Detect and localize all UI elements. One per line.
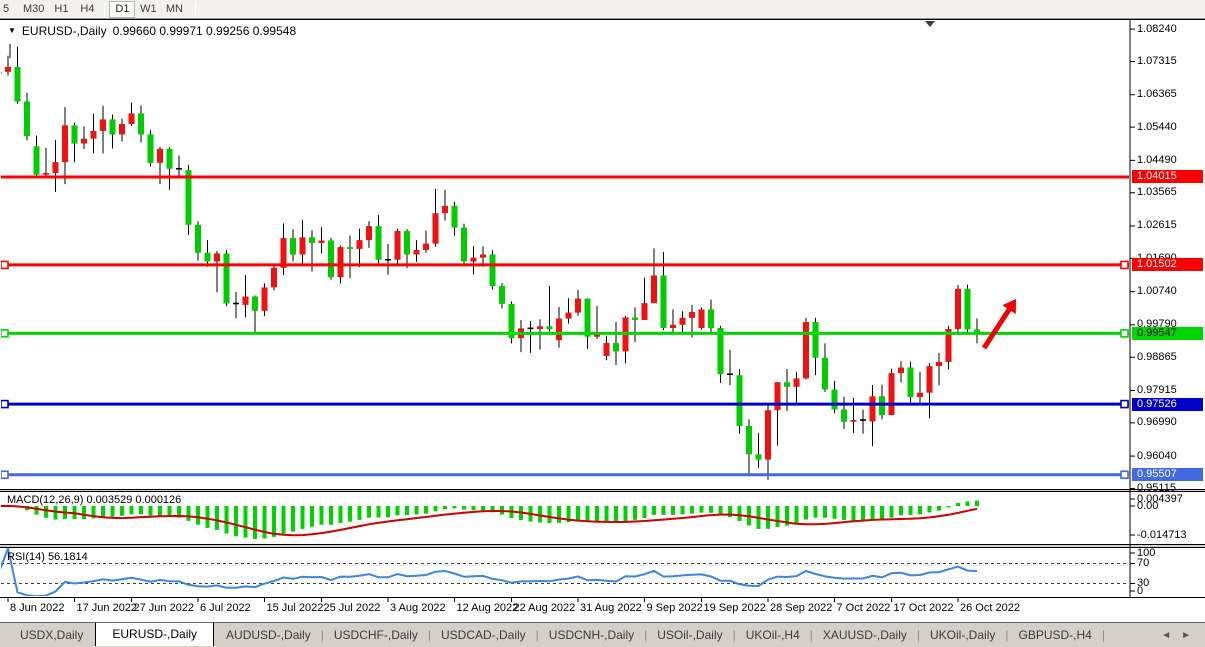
date-axis-tick: 6 Jul 2022 — [200, 602, 251, 614]
price-axis-tick: 1.05440 — [1137, 120, 1177, 133]
price-axis-tick: 0.95115 — [1137, 481, 1176, 494]
rsi-axis-tick: 0 — [1137, 584, 1144, 597]
price-axis-tick: 1.04490 — [1137, 153, 1177, 166]
date-axis-tick: 3 Aug 2022 — [390, 602, 446, 614]
chart-title: ▼ EURUSD-,Daily 0.99660 0.99971 0.99256 … — [8, 24, 296, 38]
symbol-tab-ukoil[interactable]: UKOil-,H4 — [745, 628, 800, 642]
hline-price-label: 0.95507 — [1132, 468, 1203, 482]
symbol-tab-xauusd[interactable]: XAUUSD-,Daily — [822, 628, 907, 642]
time-axis[interactable] — [0, 598, 1205, 622]
macd-axis-tick: -0.014713 — [1137, 528, 1187, 541]
macd-axis-tick: 0.004397 — [1137, 492, 1183, 505]
price-axis-tick: 1.00740 — [1137, 285, 1177, 298]
tab-separator: | — [644, 628, 648, 642]
rsi-axis-tick: 70 — [1137, 557, 1150, 569]
price-axis-tick: 1.02615 — [1137, 219, 1177, 232]
tab-separator: | — [1101, 628, 1105, 642]
tab-separator: | — [320, 628, 324, 642]
hline-price-label: 1.01502 — [1132, 258, 1203, 272]
rsi-indicator-label: RSI(14) 56.1814 — [7, 551, 88, 563]
tab-separator: | — [809, 628, 813, 642]
price-axis-tick: 0.96040 — [1137, 449, 1177, 462]
price-axis-tick: 1.08240 — [1137, 22, 1177, 35]
date-axis-tick: 26 Oct 2022 — [960, 602, 1020, 614]
period-button-w1[interactable]: W1 — [140, 3, 157, 15]
symbol-tab-audusd[interactable]: AUDUSD-,Daily — [226, 628, 311, 642]
hline-price-label: 1.04015 — [1132, 170, 1203, 184]
date-axis-tick: 12 Aug 2022 — [456, 602, 519, 614]
toolbar-separator — [104, 1, 106, 17]
symbol-tab-usdcad[interactable]: USDCAD-,Daily — [440, 628, 526, 642]
symbol-tab-bar: USDX,Daily EURUSD-,Daily AUDUSD-,Daily | USD… — [0, 622, 1205, 647]
hline-price-label: 0.99547 — [1132, 326, 1203, 340]
date-axis-tick: 19 Sep 2022 — [703, 602, 766, 614]
tab-separator: | — [1005, 628, 1009, 642]
price-axis-tick: 1.03565 — [1137, 186, 1177, 199]
symbol-tab-usoil[interactable]: USOil-,Daily — [657, 628, 723, 642]
rsi-axis-tick: 100 — [1137, 546, 1156, 559]
symbol-tab-gbpusd[interactable]: GBPUSD-,H4 — [1018, 628, 1092, 642]
period-toolbar: 5 M30 H1 H4 D1 W1 MN — [0, 0, 1205, 19]
symbol-tab-usdx[interactable]: USDX,Daily — [20, 628, 84, 642]
date-axis-tick: 9 Sep 2022 — [646, 602, 703, 614]
period-button-5[interactable]: 5 — [2, 3, 10, 15]
price-axis-tick: 0.96990 — [1137, 416, 1177, 429]
period-button-m30[interactable]: M30 — [23, 3, 45, 15]
price-chart-panel[interactable] — [0, 19, 1205, 490]
symbol-tab-usdcnh[interactable]: USDCNH-,Daily — [548, 628, 635, 642]
tab-scroll-nav: ◄ ► — [1161, 630, 1191, 641]
toolbar-separator — [195, 1, 197, 17]
chart-symbol-label: EURUSD-,Daily — [21, 24, 107, 38]
date-axis-tick: 7 Oct 2022 — [836, 602, 891, 614]
price-axis-tick: 0.98865 — [1137, 350, 1177, 363]
period-button-h1[interactable]: H1 — [54, 3, 69, 15]
date-axis-tick: 27 Jun 2022 — [133, 602, 195, 614]
chart-dropdown-icon[interactable]: ▼ — [8, 25, 16, 35]
tab-scroll-left-icon[interactable]: ◄ — [1161, 629, 1172, 641]
rsi-axis-tick: 30 — [1137, 577, 1150, 589]
symbol-tab-usdchf[interactable]: USDCHF-,Daily — [333, 628, 418, 642]
date-axis-tick: 22 Aug 2022 — [513, 602, 576, 614]
price-axis-tick: 0.97915 — [1137, 383, 1177, 396]
price-axis-tick: 1.07315 — [1137, 54, 1177, 67]
date-axis-tick: 17 Oct 2022 — [893, 602, 954, 614]
period-button-h4[interactable]: H4 — [80, 3, 95, 15]
date-axis-tick: 17 Jun 2022 — [76, 602, 138, 614]
date-axis-tick: 15 Jul 2022 — [266, 602, 324, 614]
chart-ohlc-values: 0.99660 0.99971 0.99256 0.99548 — [112, 24, 297, 38]
date-axis-tick: 28 Sep 2022 — [770, 602, 833, 614]
date-axis-tick: 31 Aug 2022 — [580, 602, 642, 614]
rsi-panel[interactable] — [0, 547, 1205, 598]
symbol-tab-ukoil[interactable]: UKOil-,Daily — [930, 628, 996, 642]
hline-price-label: 0.97526 — [1132, 397, 1203, 411]
date-axis-tick: 25 Jul 2022 — [323, 602, 381, 614]
period-button-mn[interactable]: MN — [165, 3, 183, 15]
date-axis-tick: 8 Jun 2022 — [10, 602, 65, 614]
tab-separator: | — [916, 628, 921, 642]
tab-separator: | — [427, 628, 431, 642]
tab-separator: | — [732, 628, 736, 642]
price-axis-tick: 1.06365 — [1137, 88, 1177, 101]
tab-separator: | — [535, 628, 539, 642]
symbol-tab-eurusd[interactable]: EURUSD-,Daily — [95, 623, 215, 646]
macd-axis-tick: 0.00 — [1137, 499, 1159, 512]
macd-indicator-label: MACD(12,26,9) 0.003529 0.000126 — [7, 494, 182, 506]
period-button-d1[interactable]: D1 — [109, 0, 136, 18]
tab-scroll-right-icon[interactable]: ► — [1181, 629, 1191, 641]
